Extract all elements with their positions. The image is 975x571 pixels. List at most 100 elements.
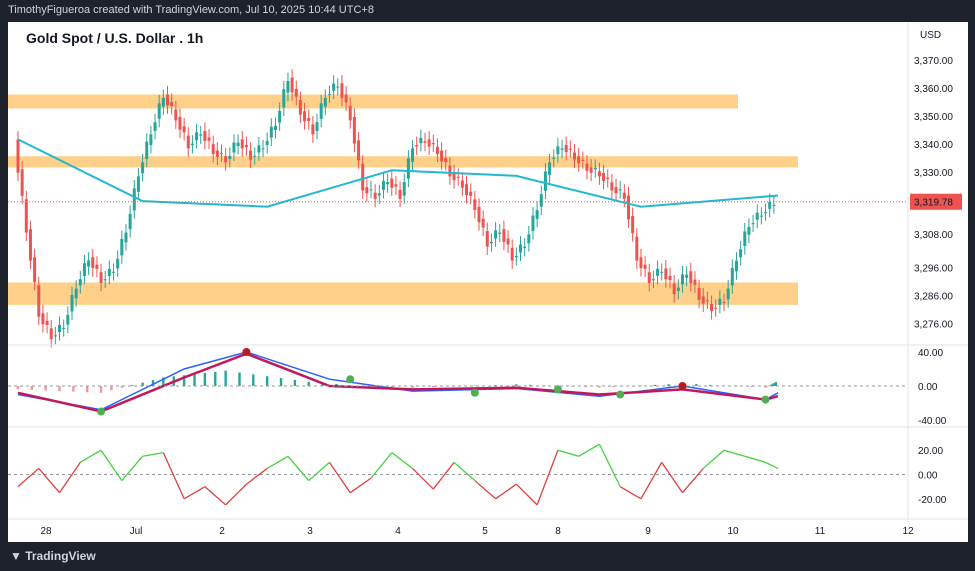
macd-tick-label: 0.00 bbox=[918, 382, 938, 393]
candle-body bbox=[394, 184, 398, 187]
candle-body bbox=[539, 194, 543, 207]
candle-body bbox=[489, 241, 493, 244]
candle-body bbox=[290, 77, 294, 93]
candle-body bbox=[527, 234, 531, 244]
candle-body bbox=[278, 110, 282, 123]
candle-body bbox=[680, 274, 684, 285]
chart-canvas[interactable]: 3,370.00 3,360.00 3,350.00 3,340.00 3,330.00… bbox=[8, 22, 968, 542]
macd-histogram-bar bbox=[411, 386, 414, 388]
crossover-marker bbox=[97, 407, 106, 416]
osc-tick-label: 0.00 bbox=[918, 471, 938, 482]
candle-body bbox=[456, 176, 460, 178]
macd-histogram-bar bbox=[293, 379, 297, 386]
candle-body bbox=[415, 145, 419, 147]
candle-body bbox=[747, 226, 751, 235]
currency-label: USD bbox=[920, 30, 942, 41]
candle-body bbox=[365, 187, 369, 194]
candle-body bbox=[751, 223, 755, 225]
candle-body bbox=[573, 152, 577, 160]
candle-body bbox=[136, 176, 140, 192]
oscillator-segment bbox=[453, 461, 476, 482]
candle-body bbox=[651, 279, 655, 281]
candle-body bbox=[141, 162, 145, 174]
oscillator-segment bbox=[681, 468, 704, 494]
candle-body bbox=[618, 189, 622, 191]
macd-histogram-bar bbox=[99, 386, 103, 393]
macd-histogram-bar bbox=[766, 386, 769, 387]
price-tick-label: 3,330.00 bbox=[914, 168, 953, 179]
x-tick-label: 9 bbox=[645, 526, 651, 537]
crossover-marker bbox=[678, 382, 687, 390]
candle-body bbox=[132, 188, 136, 211]
candle-body bbox=[336, 86, 340, 88]
candle-body bbox=[643, 264, 647, 269]
macd-histogram-bar bbox=[182, 375, 186, 386]
candle-body bbox=[195, 132, 199, 141]
candle-body bbox=[41, 313, 45, 325]
tradingview-logo-icon: ▼ TradingView bbox=[10, 549, 96, 563]
candle-body bbox=[647, 272, 651, 284]
price-tick-label: 3,296.00 bbox=[914, 263, 953, 274]
candle-body bbox=[386, 182, 390, 185]
candle-body bbox=[494, 230, 498, 239]
macd-histogram-bar bbox=[598, 386, 601, 388]
credit-text: TimothyFigueroa created with TradingView… bbox=[8, 4, 374, 16]
candle-body bbox=[465, 184, 469, 196]
candle-body bbox=[485, 231, 489, 247]
candle-body bbox=[273, 125, 277, 131]
candle-body bbox=[510, 247, 514, 261]
x-tick-label: 8 bbox=[555, 526, 561, 537]
macd-histogram-bar bbox=[131, 385, 134, 386]
candle-body bbox=[452, 173, 456, 181]
macd-histogram-bar bbox=[141, 382, 144, 386]
candle-body bbox=[519, 244, 523, 253]
candle-body bbox=[319, 103, 323, 119]
candle-body bbox=[693, 279, 697, 285]
oscillator-segment bbox=[515, 483, 538, 506]
oscillator-segment bbox=[391, 452, 413, 469]
oscillator-segment bbox=[744, 455, 766, 463]
candle-body bbox=[481, 218, 485, 228]
crossover-marker bbox=[346, 375, 355, 384]
crossover-marker bbox=[242, 348, 251, 356]
macd-tick-label: 40.00 bbox=[918, 348, 943, 359]
price-tick-label: 3,286.00 bbox=[914, 292, 953, 303]
macd-histogram-bar bbox=[695, 384, 698, 386]
macd-histogram-bar bbox=[193, 374, 196, 386]
candle-body bbox=[402, 182, 406, 196]
candle-body bbox=[710, 303, 714, 312]
candle-body bbox=[37, 285, 41, 317]
candle-body bbox=[411, 148, 415, 162]
candle-body bbox=[87, 260, 91, 267]
candle-body bbox=[66, 314, 70, 325]
oscillator-segment bbox=[349, 477, 372, 494]
candle-body bbox=[531, 215, 535, 232]
candle-body bbox=[182, 126, 186, 133]
oscillator-segment bbox=[495, 483, 517, 500]
candle-body bbox=[556, 146, 560, 155]
oscillator-segment bbox=[723, 449, 745, 457]
candle-body bbox=[535, 210, 539, 219]
candle-body bbox=[298, 100, 302, 115]
oscillator-segment bbox=[412, 467, 434, 490]
macd-histogram-bar bbox=[44, 386, 47, 391]
macd-histogram-bar bbox=[151, 380, 155, 386]
crossover-marker bbox=[553, 385, 562, 394]
macd-histogram-bar bbox=[120, 386, 124, 388]
candle-body bbox=[253, 155, 257, 157]
price-tick-label: 3,340.00 bbox=[914, 140, 953, 151]
candle-body bbox=[564, 145, 568, 153]
candle-body bbox=[78, 279, 82, 286]
candle-body bbox=[211, 144, 215, 154]
oscillator-segment bbox=[100, 449, 123, 481]
candle-body bbox=[20, 169, 24, 196]
crossover-marker bbox=[616, 390, 625, 399]
macd-histogram-bar bbox=[774, 382, 778, 386]
macd-histogram-bar bbox=[307, 381, 310, 386]
candle-body bbox=[631, 216, 635, 234]
candle-body bbox=[602, 173, 606, 182]
oscillator-segment bbox=[58, 461, 81, 494]
candle-body bbox=[734, 260, 738, 272]
signal-line bbox=[17, 352, 779, 413]
candle-body bbox=[161, 97, 165, 107]
